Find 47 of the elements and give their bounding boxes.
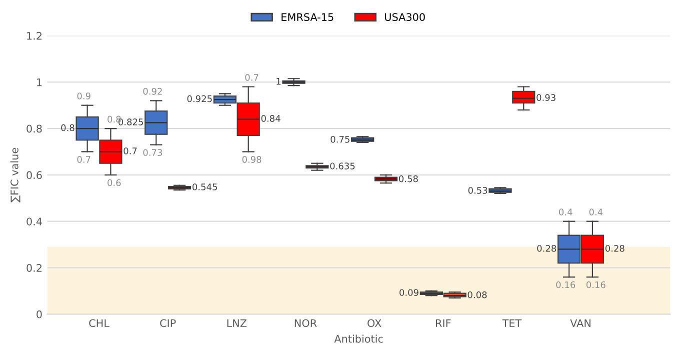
- y-tick-label: 1: [37, 78, 42, 86]
- legend-label: USA300: [385, 13, 425, 22]
- x-tick-label: TET: [502, 319, 522, 327]
- text: 0.925: [187, 95, 212, 102]
- text: 0.28: [537, 244, 556, 252]
- legend-label: EMRSA-15: [282, 13, 334, 22]
- text: 0.16: [586, 281, 606, 288]
- y-tick-label: 1.2: [27, 32, 42, 40]
- text: 0.4: [559, 208, 572, 216]
- text: 0.16: [556, 281, 576, 288]
- text: 0.58: [398, 175, 418, 182]
- text: 0.7: [77, 156, 90, 163]
- text: 1: [276, 78, 281, 85]
- text: 0.93: [536, 94, 556, 101]
- text: 0.825: [118, 118, 143, 126]
- text: 0.8: [61, 124, 74, 132]
- text: 0.53: [468, 186, 488, 194]
- text: 0.75: [330, 136, 350, 143]
- y-tick-label: 0: [36, 310, 42, 318]
- text: 0.84: [261, 115, 280, 122]
- x-tick-label: LNZ: [227, 319, 247, 327]
- text: 0.4: [589, 208, 603, 216]
- text: 0.92: [143, 88, 162, 95]
- text: 0.545: [192, 183, 217, 190]
- text: 0.08: [468, 291, 487, 298]
- x-axis-title: Antibiotic: [334, 334, 383, 343]
- text: 0.635: [330, 162, 355, 170]
- text: 0.9: [77, 92, 90, 100]
- text: 0.6: [108, 179, 121, 186]
- x-tick-label: RIF: [436, 319, 451, 327]
- text: 0.7: [245, 74, 258, 81]
- x-tick-label: CIP: [160, 319, 176, 328]
- text: 0.73: [143, 149, 162, 156]
- text: 0.8: [108, 116, 121, 123]
- y-tick-label: 0.6: [26, 171, 42, 180]
- text: 0.7: [124, 148, 137, 154]
- y-tick-label: 0.4: [26, 218, 42, 226]
- text: 0.28: [605, 244, 624, 252]
- y-tick-label: 0.8: [26, 124, 42, 133]
- x-tick-label: VAN: [570, 319, 590, 327]
- x-tick-label: CHL: [89, 319, 110, 328]
- x-tick-label: NOR: [294, 319, 317, 328]
- text: 0.09: [400, 289, 418, 296]
- x-tick-label: OX: [368, 319, 382, 328]
- text: 0.98: [242, 156, 262, 163]
- y-axis-title: ∑FIC value: [10, 148, 20, 202]
- y-tick-label: 0.2: [26, 264, 42, 272]
